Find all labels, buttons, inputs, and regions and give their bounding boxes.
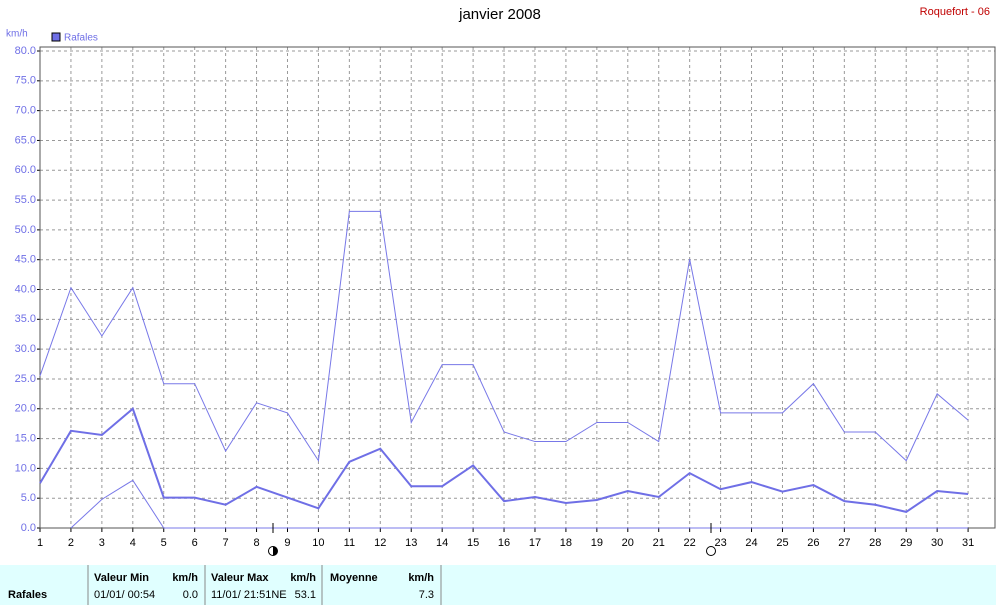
y-tick-label: 35.0 (15, 313, 36, 325)
summary-table (0, 565, 996, 605)
x-tick-label: 11 (344, 537, 355, 549)
y-tick-label: 5.0 (21, 492, 36, 504)
x-tick-label: 7 (223, 537, 229, 549)
x-tick-label: 4 (130, 537, 136, 549)
x-tick-label: 1 (37, 537, 43, 549)
y-tick-label: 45.0 (15, 254, 36, 266)
x-tick-label: 16 (498, 537, 510, 549)
y-tick-label: 0.0 (21, 522, 36, 534)
station: Roquefort - 06 (920, 6, 990, 18)
legend-label: Rafales (64, 33, 98, 44)
x-tick-label: 24 (745, 537, 757, 549)
x-tick-label: 5 (161, 537, 167, 549)
y-tick-label: 30.0 (15, 343, 36, 355)
table-header: km/h (408, 572, 434, 584)
chart-title: janvier 2008 (458, 6, 541, 23)
y-tick-label: 15.0 (15, 432, 36, 444)
x-tick-label: 21 (653, 537, 665, 549)
x-tick-label: 28 (869, 537, 881, 549)
table-cell: 53.1 (295, 589, 316, 601)
x-tick-label: 20 (622, 537, 634, 549)
x-tick-label: 9 (284, 537, 290, 549)
y-tick-label: 80.0 (15, 45, 36, 57)
x-tick-label: 25 (776, 537, 788, 549)
x-tick-label: 12 (374, 537, 386, 549)
plot-frame (39, 46, 996, 529)
table-header: Valeur Max (211, 572, 269, 584)
table-row-label: Rafales (8, 589, 47, 601)
x-tick-label: 13 (405, 537, 417, 549)
x-tick-label: 6 (192, 537, 198, 549)
table-cell: 11/01/ 21:51NE (211, 589, 287, 601)
y-tick-label: 25.0 (15, 373, 36, 385)
data-line (39, 407, 969, 513)
x-tick-label: 2 (68, 537, 74, 549)
x-tick-label: 3 (99, 537, 105, 549)
legend-swatch (51, 32, 61, 42)
x-tick-label: 22 (684, 537, 696, 549)
y-tick-label: 40.0 (15, 283, 36, 295)
table-cell: 7.3 (419, 589, 434, 601)
data-line (70, 479, 969, 529)
table-header: Moyenne (330, 572, 378, 584)
data-line (39, 210, 969, 463)
x-tick-label: 8 (253, 537, 259, 549)
x-tick-label: 14 (436, 537, 448, 549)
x-tick-label: 17 (529, 537, 541, 549)
y-tick-label: 70.0 (15, 105, 36, 117)
y-tick-label: 50.0 (15, 224, 36, 236)
x-tick-label: 26 (807, 537, 819, 549)
table-cell: 0.0 (183, 589, 198, 601)
x-tick-label: 18 (560, 537, 572, 549)
y-unit: km/h (6, 29, 28, 40)
moon-icon (273, 546, 278, 556)
table-header: km/h (172, 572, 198, 584)
table-cell: 01/01/ 00:54 (94, 589, 155, 601)
y-tick-label: 10.0 (15, 462, 36, 474)
x-tick-label: 30 (931, 537, 943, 549)
table-header: km/h (290, 572, 316, 584)
y-tick-label: 75.0 (15, 75, 36, 87)
x-tick-label: 29 (900, 537, 912, 549)
table-header: Valeur Min (94, 572, 149, 584)
x-tick-label: 10 (312, 537, 324, 549)
x-tick-label: 31 (962, 537, 974, 549)
y-tick-label: 55.0 (15, 194, 36, 206)
x-tick-label: 23 (714, 537, 726, 549)
y-tick-label: 65.0 (15, 134, 36, 146)
x-tick-label: 15 (467, 537, 479, 549)
moon-icon (706, 546, 716, 556)
x-tick-label: 27 (838, 537, 850, 549)
y-tick-label: 20.0 (15, 403, 36, 415)
y-tick-label: 60.0 (15, 164, 36, 176)
x-tick-label: 19 (591, 537, 603, 549)
table-lines (87, 565, 442, 605)
